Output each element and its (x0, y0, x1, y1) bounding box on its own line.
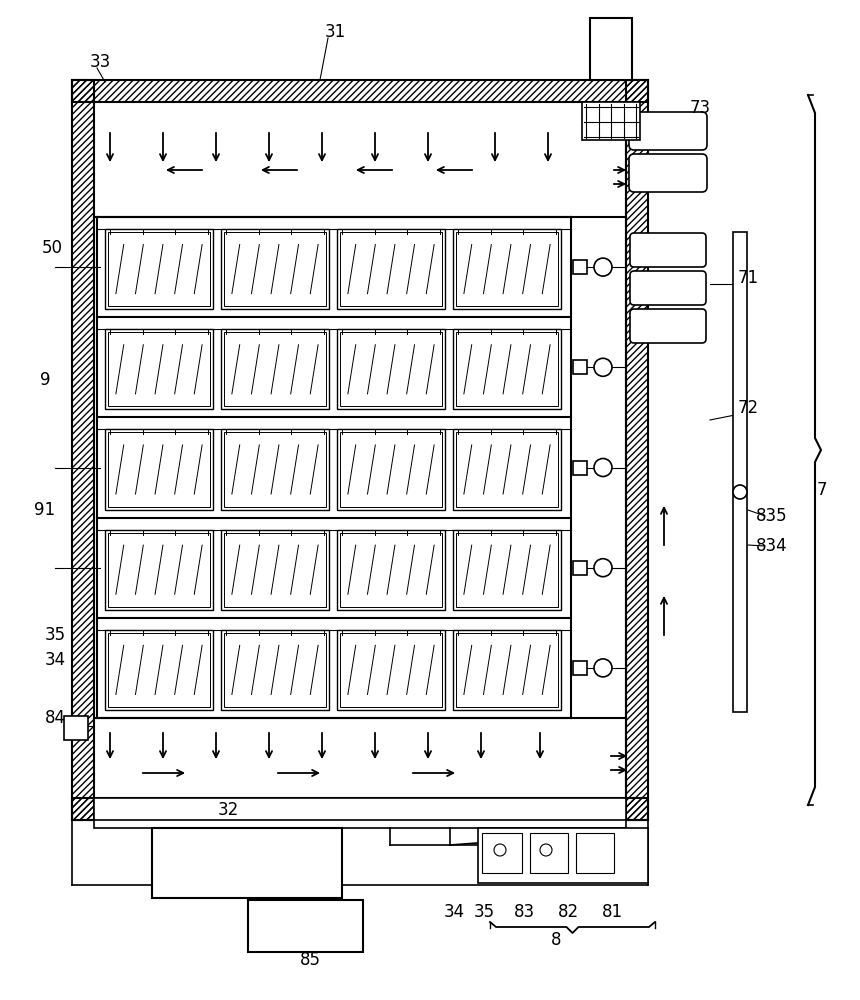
Text: 8: 8 (550, 931, 562, 949)
Text: 35: 35 (45, 626, 65, 644)
Text: 91: 91 (34, 501, 56, 519)
Text: 84: 84 (45, 709, 65, 727)
Text: 82: 82 (557, 903, 579, 921)
FancyBboxPatch shape (629, 112, 707, 150)
Bar (108, 432, 210, 507)
Circle shape (594, 659, 612, 677)
Bar (573, 661, 587, 675)
Text: 34: 34 (45, 651, 65, 669)
Bar (733, 232, 747, 712)
Bar (248, 900, 363, 952)
Bar (590, 18, 632, 80)
FancyBboxPatch shape (630, 309, 706, 343)
Bar (105, 530, 213, 610)
Bar (573, 360, 587, 374)
Bar (105, 630, 213, 710)
Bar (105, 229, 213, 309)
Bar (626, 80, 648, 820)
Bar (482, 833, 522, 873)
Bar (224, 232, 326, 306)
Text: 83: 83 (513, 903, 535, 921)
Bar (221, 429, 329, 510)
Bar (105, 329, 213, 409)
Text: 73: 73 (690, 99, 710, 117)
Text: 34: 34 (444, 903, 464, 921)
FancyBboxPatch shape (629, 154, 707, 192)
Text: 71: 71 (737, 269, 759, 287)
Text: 35: 35 (474, 903, 494, 921)
Bar (453, 630, 561, 710)
Bar (108, 633, 210, 707)
Bar (573, 260, 587, 274)
Circle shape (733, 485, 747, 499)
Text: 81: 81 (601, 903, 623, 921)
FancyBboxPatch shape (630, 233, 706, 267)
Bar (72, 798, 648, 820)
Bar (108, 232, 210, 306)
Bar (340, 332, 442, 406)
Bar (94, 102, 626, 798)
Bar (582, 102, 640, 140)
Circle shape (540, 844, 552, 856)
Bar (94, 798, 626, 828)
Bar (456, 533, 558, 607)
Bar (530, 833, 568, 873)
Bar (337, 630, 445, 710)
Circle shape (594, 358, 612, 376)
Bar (337, 229, 445, 309)
Bar (224, 432, 326, 507)
Bar (337, 530, 445, 610)
Bar (456, 633, 558, 707)
Bar (573, 561, 587, 575)
Circle shape (494, 844, 506, 856)
Bar (453, 229, 561, 309)
Bar (337, 429, 445, 510)
Text: 85: 85 (299, 951, 321, 969)
Bar (224, 533, 326, 607)
Text: 7: 7 (817, 481, 827, 499)
Text: 32: 32 (218, 801, 238, 819)
Bar (340, 533, 442, 607)
Bar (221, 530, 329, 610)
Text: 9: 9 (40, 371, 50, 389)
Bar (478, 828, 648, 883)
Bar (221, 229, 329, 309)
Bar (456, 432, 558, 507)
Bar (576, 833, 614, 873)
Bar (221, 329, 329, 409)
Circle shape (594, 258, 612, 276)
Text: 33: 33 (89, 53, 111, 71)
Bar (224, 633, 326, 707)
Bar (152, 828, 342, 898)
Circle shape (594, 458, 612, 477)
Bar (221, 630, 329, 710)
Bar (64, 716, 88, 740)
Bar (456, 232, 558, 306)
Text: 50: 50 (41, 239, 63, 257)
Bar (108, 332, 210, 406)
Bar (105, 429, 213, 510)
Text: 834: 834 (756, 537, 788, 555)
Bar (456, 332, 558, 406)
Bar (453, 429, 561, 510)
FancyBboxPatch shape (630, 271, 706, 305)
Bar (108, 533, 210, 607)
Bar (72, 820, 648, 885)
Bar (340, 633, 442, 707)
Bar (72, 80, 94, 820)
Bar (72, 80, 648, 102)
Bar (453, 329, 561, 409)
Bar (224, 332, 326, 406)
Text: 835: 835 (756, 507, 788, 525)
Bar (340, 432, 442, 507)
Bar (573, 460, 587, 475)
Bar (340, 232, 442, 306)
Bar (453, 530, 561, 610)
Bar (337, 329, 445, 409)
Text: 72: 72 (737, 399, 759, 417)
Circle shape (594, 559, 612, 577)
Text: 31: 31 (324, 23, 346, 41)
